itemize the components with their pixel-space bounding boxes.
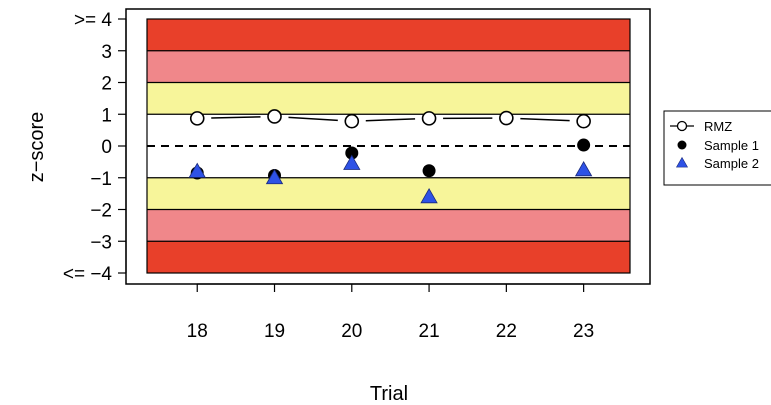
x-tick-label: 18 (187, 321, 208, 342)
y-tick-label: 2 (101, 74, 112, 95)
zscore-band (147, 241, 630, 273)
y-tick-label: <= −4 (63, 264, 113, 285)
x-axis-title: Trial (370, 383, 408, 405)
x-tick-label: 19 (264, 321, 285, 342)
y-tick-label: −1 (90, 169, 112, 190)
sample-1-point (422, 164, 436, 178)
legend-rmz-marker (676, 120, 688, 132)
sample-1-point (345, 146, 359, 160)
x-tick-label: 23 (573, 321, 594, 342)
legend-sample-2-marker (675, 156, 689, 168)
y-tick-label: 0 (101, 137, 112, 158)
legend-label: RMZ (704, 119, 732, 134)
zscore-band (147, 50, 630, 83)
y-axis: >= 4 3 2 1 0 −1 −2 −3 <= −4 (63, 10, 127, 285)
x-tick-label: 20 (341, 321, 362, 342)
sample-2-point (343, 154, 361, 170)
sample-2-point (574, 161, 593, 177)
y-tick-label: 1 (101, 105, 112, 126)
rmz-line-segment (365, 118, 416, 122)
rmz-line-segment (520, 117, 570, 122)
rmz-line-segment (211, 116, 261, 119)
zscore-bands (146, 18, 631, 274)
zscore-band (147, 177, 630, 210)
zscore-band (147, 209, 630, 242)
sample-2-point (265, 168, 284, 185)
y-tick-label: 3 (101, 42, 112, 63)
x-tick-label: 21 (419, 321, 440, 342)
band-boundary-lines (147, 50, 630, 242)
sample-1-point (577, 138, 591, 152)
sample-2-point (420, 187, 438, 204)
x-tick-label: 22 (496, 321, 517, 342)
y-axis-title: z−score (26, 112, 48, 183)
legend-label: Sample 1 (704, 138, 759, 153)
x-axis: 18 19 20 21 22 23 (187, 283, 594, 342)
zscore-band (147, 82, 630, 115)
y-tick-label: −3 (90, 232, 112, 253)
y-tick-label: >= 4 (74, 10, 112, 31)
rmz-point (189, 111, 205, 126)
data-series (188, 109, 593, 204)
legend-label: Sample 2 (704, 156, 759, 171)
legend: RMZ Sample 1 Sample 2 (663, 110, 771, 186)
rmz-point (576, 113, 591, 129)
rmz-point (421, 111, 437, 126)
rmz-point (499, 110, 514, 126)
legend-sample-1-marker (677, 140, 687, 150)
y-tick-label: −2 (90, 201, 112, 222)
rmz-line-segment (288, 116, 338, 122)
rmz-point (267, 109, 282, 124)
sample-2-point (188, 162, 206, 178)
zscore-band (147, 19, 630, 51)
rmz-point (344, 113, 360, 129)
